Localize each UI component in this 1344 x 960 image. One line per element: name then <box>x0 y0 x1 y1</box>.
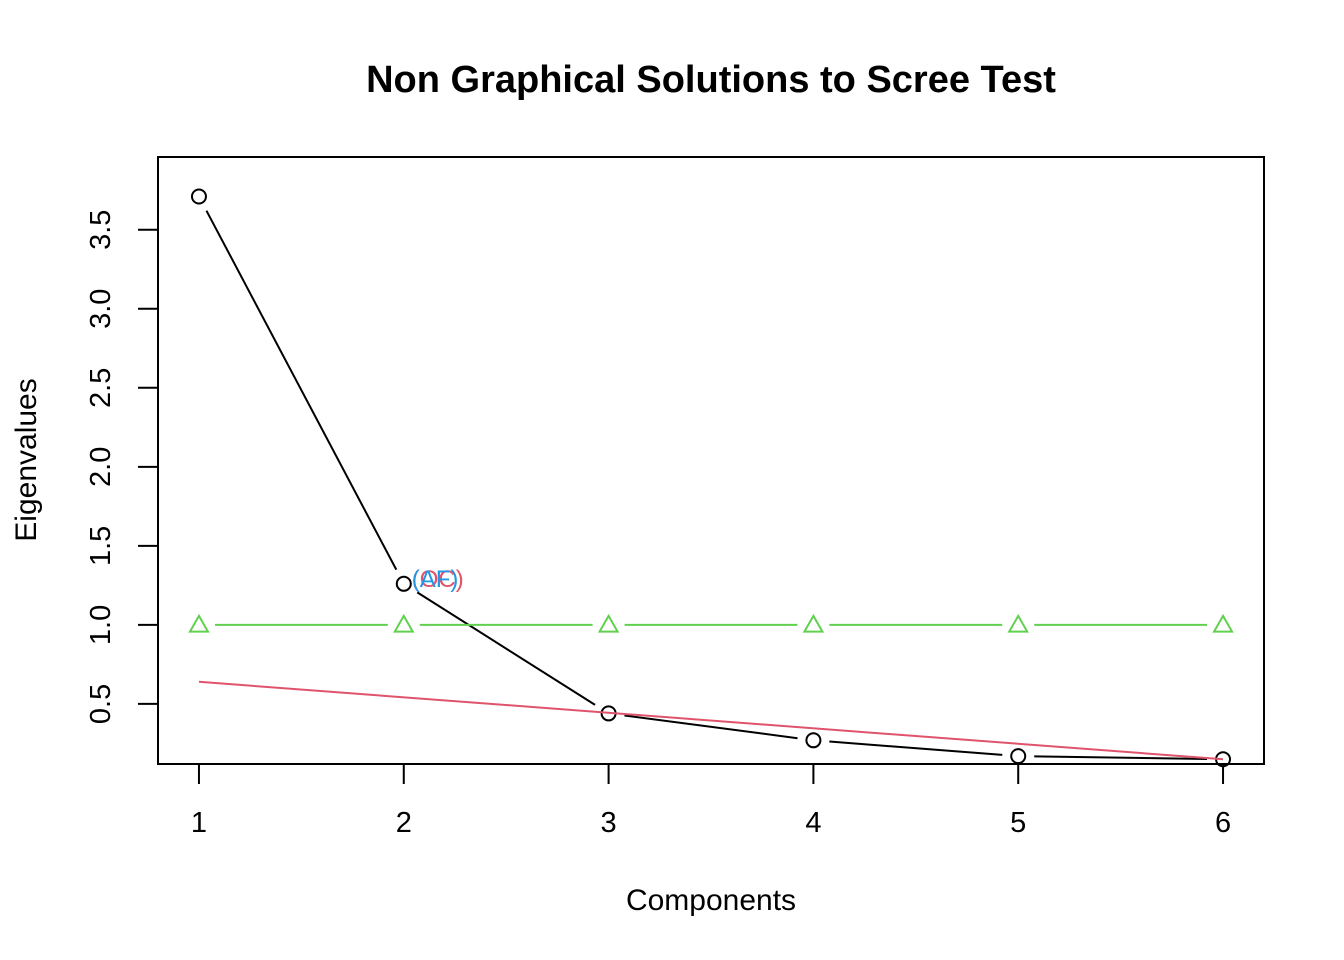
data-point-mean-eigenvalue <box>1007 613 1029 633</box>
y-tick-label: 3.5 <box>85 210 117 250</box>
x-axis: 1 2 3 4 5 6 <box>191 763 1231 839</box>
data-point-eigenvalues <box>395 575 412 592</box>
data-point-mean-eigenvalue <box>597 613 620 633</box>
series-layer <box>188 188 1234 768</box>
series-eigenvalues <box>190 188 1232 768</box>
y-tick-label: 0.5 <box>85 684 117 724</box>
x-tick-label: 2 <box>396 807 412 839</box>
series-line-optimal-coordinates <box>198 680 1224 761</box>
x-tick-label: 1 <box>191 807 207 839</box>
series-segment-eigenvalues <box>624 714 798 740</box>
x-tick-label: 5 <box>1010 807 1026 839</box>
x-axis-label: Components <box>626 884 796 917</box>
y-tick-label: 2.5 <box>85 368 117 408</box>
y-axis-label: Eigenvalues <box>10 378 43 541</box>
series-segment-eigenvalues <box>205 210 398 571</box>
series-segment-eigenvalues <box>416 591 596 706</box>
y-tick-label: 2.0 <box>85 447 117 487</box>
chart-title: Non Graphical Solutions to Scree Test <box>366 59 1056 101</box>
data-point-mean-eigenvalue <box>393 613 415 633</box>
y-axis: 0.5 1.0 1.5 2.0 2.5 3.0 3.5 <box>85 210 159 724</box>
data-point-eigenvalues <box>1010 748 1027 765</box>
annotation-layer: (OC)(AF) <box>412 566 464 593</box>
series-segment-eigenvalues <box>1034 755 1208 761</box>
x-tick-label: 3 <box>601 807 617 839</box>
x-tick-label: 6 <box>1215 807 1231 839</box>
data-point-mean-eigenvalue <box>188 613 210 633</box>
series-segment-eigenvalues <box>829 740 1003 756</box>
y-tick-label: 3.0 <box>85 289 117 329</box>
series-mean-eigenvalue <box>188 613 1234 633</box>
data-point-eigenvalues <box>190 188 207 205</box>
series-optimal-coordinates <box>198 680 1224 761</box>
annotation-label: (AF) <box>412 566 459 593</box>
plot-frame <box>157 156 1265 765</box>
data-point-eigenvalues <box>805 732 822 749</box>
x-tick-label: 4 <box>805 807 821 839</box>
y-tick-label: 1.5 <box>85 526 117 566</box>
data-point-mean-eigenvalue <box>802 613 825 633</box>
y-tick-label: 1.0 <box>85 605 117 645</box>
annotation-label: (OC) <box>412 566 464 593</box>
data-point-mean-eigenvalue <box>1212 613 1234 633</box>
